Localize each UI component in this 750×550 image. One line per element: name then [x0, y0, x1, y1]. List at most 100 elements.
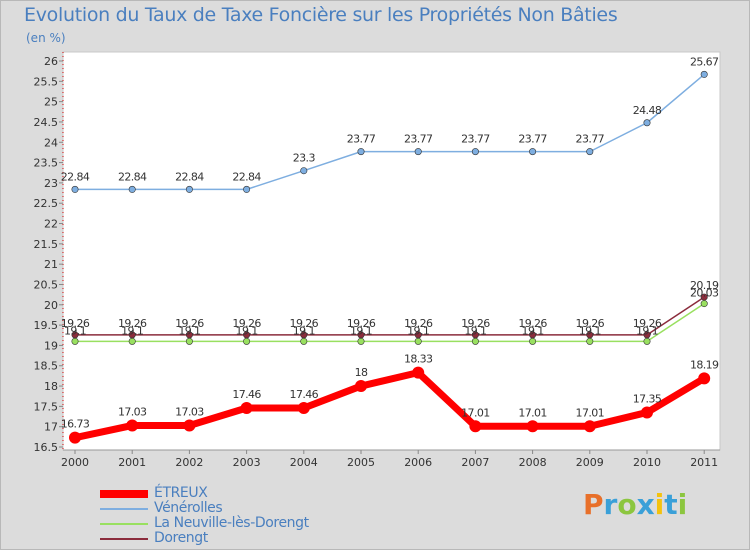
x-tick-label: 2010: [633, 456, 661, 469]
data-point: [300, 337, 308, 345]
proxiti-logo: Proxiti: [583, 488, 687, 521]
data-point: [357, 148, 365, 156]
data-label: 19.1: [293, 324, 315, 337]
data-label: 19.1: [407, 324, 429, 337]
logo-letter: P: [583, 488, 604, 521]
y-tick-label: 22.5: [34, 197, 59, 210]
data-point: [355, 380, 367, 393]
data-point: [243, 185, 251, 193]
legend-label-la-neuville: La Neuville-lès-Dorengt: [154, 515, 309, 531]
data-point: [471, 337, 479, 345]
data-label: 22.84: [175, 170, 204, 183]
legend-item-venerolles: Vénérolles: [100, 501, 309, 516]
data-point: [71, 331, 79, 339]
y-tick-label: 17: [44, 421, 58, 434]
data-point: [128, 337, 136, 345]
data-label: 19.26: [175, 317, 204, 330]
data-point: [185, 337, 193, 345]
y-tick-label: 23: [44, 177, 58, 190]
data-label: 19.1: [121, 324, 143, 337]
logo-letter: t: [664, 488, 678, 521]
data-label: 22.84: [118, 170, 147, 183]
data-point: [526, 420, 539, 433]
y-tick-label: 19.5: [34, 319, 59, 332]
data-label: 17.01: [461, 406, 490, 419]
data-point: [471, 148, 479, 156]
data-point: [243, 331, 251, 339]
data-point: [357, 337, 365, 345]
logo-letter: r: [603, 488, 618, 521]
y-tick-label: 25: [44, 96, 58, 109]
data-point: [641, 406, 653, 419]
data-label: 19.1: [64, 324, 86, 337]
data-label: 19.1: [236, 324, 258, 337]
y-tick-label: 19: [44, 339, 58, 352]
data-label: 18.33: [404, 353, 433, 366]
data-point: [357, 331, 365, 339]
data-label: 17.35: [633, 392, 662, 405]
data-point: [700, 70, 708, 78]
data-label: 23.3: [293, 152, 316, 165]
legend-label-etreux: ÉTREUX: [154, 485, 208, 501]
data-label: 22.84: [232, 170, 261, 183]
y-tick-label: 21: [44, 258, 58, 271]
x-tick-label: 2009: [576, 456, 604, 469]
legend-swatch-etreux: [100, 489, 148, 498]
data-label: 18: [355, 366, 368, 379]
data-label: 19.26: [633, 317, 662, 330]
legend-label-venerolles: Vénérolles: [154, 500, 223, 516]
data-label: 24.48: [633, 104, 662, 117]
data-point: [414, 337, 422, 345]
data-point: [243, 337, 251, 345]
data-label: 20.19: [690, 279, 719, 292]
series-line: [74, 302, 705, 343]
data-point: [700, 300, 708, 308]
data-label: 19.1: [636, 324, 658, 337]
logo-letter: o: [617, 488, 637, 521]
data-label: 23.77: [461, 133, 490, 146]
data-point: [586, 148, 594, 156]
data-point: [529, 331, 537, 339]
data-label: 17.46: [232, 388, 261, 401]
y-tick-label: 24.5: [34, 116, 59, 129]
data-label: 19.26: [518, 317, 547, 330]
data-label: 23.77: [404, 133, 433, 146]
data-point: [698, 372, 711, 385]
data-label: 17.01: [518, 406, 547, 419]
y-tick-label: 26: [44, 55, 58, 68]
legend-label-dorengt: Dorengt: [154, 530, 208, 546]
data-label: 23.77: [518, 133, 547, 146]
data-point: [128, 185, 136, 193]
x-tick-label: 2003: [233, 456, 261, 469]
data-label: 19.1: [464, 324, 486, 337]
series-line: [74, 73, 705, 191]
data-point: [69, 431, 81, 444]
y-tick-label: 20: [44, 299, 58, 312]
data-label: 19.26: [232, 317, 261, 330]
data-label: 19.26: [290, 317, 319, 330]
data-point: [471, 331, 479, 339]
data-label: 19.26: [404, 317, 433, 330]
y-tick-label: 21.5: [34, 238, 59, 251]
data-point: [583, 420, 596, 433]
legend-item-etreux: ÉTREUX: [100, 486, 309, 501]
data-point: [71, 185, 79, 193]
y-axis-unit: (en %): [26, 31, 66, 45]
data-point: [643, 337, 651, 345]
y-tick-label: 25.5: [34, 75, 59, 88]
data-label: 23.77: [576, 133, 605, 146]
data-label: 17.46: [290, 388, 319, 401]
logo-letter: x: [636, 488, 655, 521]
legend-swatch-venerolles: [100, 507, 148, 510]
legend-swatch-la-neuville: [100, 522, 148, 525]
data-label: 19.1: [350, 324, 372, 337]
x-tick-label: 2005: [347, 456, 375, 469]
plot-area: [62, 51, 721, 451]
data-label: 19.1: [522, 324, 544, 337]
data-point: [185, 185, 193, 193]
data-point: [586, 331, 594, 339]
legend-item-la-neuville: La Neuville-lès-Dorengt: [100, 516, 309, 531]
data-label: 17.03: [175, 405, 204, 418]
x-tick-label: 2002: [175, 456, 203, 469]
